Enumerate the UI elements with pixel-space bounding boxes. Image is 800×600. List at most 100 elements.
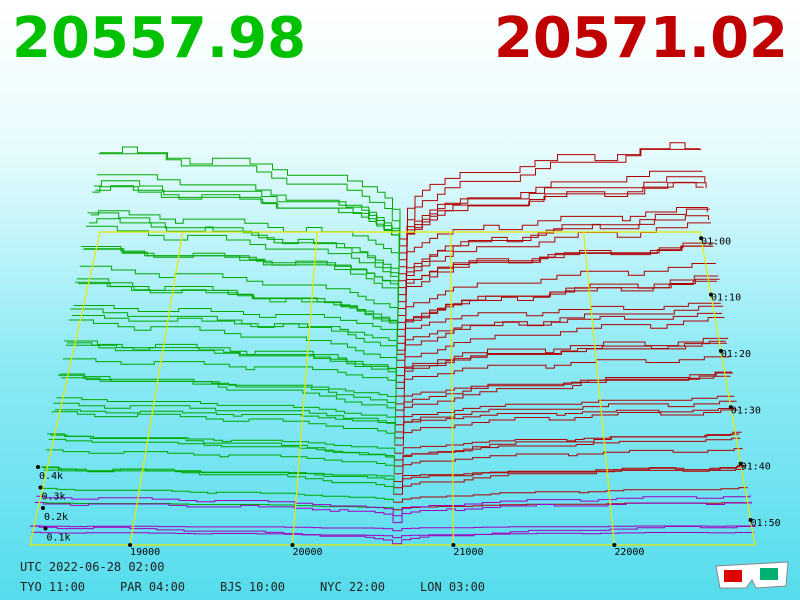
- ask-depth-line: [396, 337, 729, 389]
- price-tick: [612, 543, 617, 547]
- time-tick: [728, 405, 733, 410]
- city-clock: NYC 22:00: [320, 580, 386, 594]
- bid-depth-line: [58, 374, 396, 417]
- ask-depth-line: [399, 181, 704, 254]
- ask-depth-line: [394, 469, 744, 482]
- ask-depth-line: [395, 371, 732, 411]
- ask-depth-line: [395, 372, 733, 418]
- ask-depth-line: [399, 148, 702, 240]
- ask-depth-line: [393, 501, 752, 524]
- ask-depth-line: [397, 263, 716, 323]
- volume-tick-label: 0.2k: [44, 512, 68, 523]
- ask-depth-line: [392, 525, 756, 545]
- bid-depth-line: [47, 433, 395, 467]
- bid-depth-line: [73, 305, 398, 351]
- bid-depth-line: [87, 212, 400, 288]
- ask-depth-line: [393, 465, 747, 495]
- floor-edge: [29, 231, 756, 546]
- ask-depth-line: [394, 431, 742, 467]
- volume-tick-label: 0.3k: [42, 492, 66, 503]
- ask-depth-line: [393, 495, 751, 517]
- ask-depth-line: [400, 142, 700, 233]
- ask-depth-line: [394, 448, 743, 475]
- ask-depth-line: [398, 208, 710, 289]
- ask-depth-line: [399, 207, 708, 275]
- time-tick-label: 01:10: [711, 293, 741, 304]
- price-grid-line: [583, 231, 615, 546]
- bid-depth-line: [92, 186, 400, 267]
- price-tick: [290, 543, 295, 547]
- bid-depth-line: [67, 342, 397, 376]
- bid-depth-line: [34, 502, 394, 523]
- bid-depth-line: [93, 180, 400, 260]
- bid-depth-line: [98, 153, 401, 239]
- price-tick: [451, 543, 456, 547]
- ask-depth-line: [394, 409, 738, 446]
- bid-depth-line: [100, 146, 401, 232]
- time-tick: [738, 461, 743, 466]
- ask-depth-line: [399, 170, 703, 247]
- volume-tick-label: 0.1k: [47, 533, 71, 544]
- bid-depth-line: [96, 174, 401, 246]
- bid-depth-line: [45, 449, 395, 474]
- bid-depth-line: [40, 466, 395, 495]
- ask-depth-line: [398, 242, 715, 316]
- ask-depth-line: [397, 278, 720, 344]
- bid-depth-line: [70, 308, 398, 361]
- bid-depth-line: [68, 319, 398, 368]
- ask-depth-line: [396, 356, 730, 397]
- ask-depth-line: [395, 408, 736, 433]
- bid-depth-line: [31, 531, 394, 538]
- bid-depth-line: [54, 409, 396, 433]
- ask-price: 20571.02: [493, 6, 788, 71]
- bid-depth-line: [59, 373, 397, 411]
- ask-depth-line: [396, 305, 724, 361]
- city-clock: BJS 10:00: [220, 580, 286, 594]
- bid-depth-line: [50, 434, 396, 454]
- utc-time: UTC 2022-06-28 02:00: [20, 560, 165, 574]
- time-tick-label: 01:40: [741, 462, 771, 473]
- ask-depth-line: [392, 532, 755, 539]
- price-grid-line: [291, 231, 318, 546]
- time-tick-label: 01:50: [751, 518, 781, 529]
- price-grid-line: [129, 231, 184, 546]
- bid-depth-line: [51, 411, 396, 446]
- ask-depth-line: [394, 437, 741, 461]
- bid-depth-line: [89, 218, 400, 281]
- ask-depth-line: [395, 395, 735, 426]
- bid-depth-line: [39, 487, 394, 503]
- volume-tick-label: 0.4k: [39, 471, 63, 482]
- ask-depth-line: [397, 312, 722, 355]
- price-tick-label: 20000: [292, 547, 322, 558]
- ask-depth-line: [392, 525, 754, 532]
- ask-depth-line: [399, 182, 707, 268]
- volume-tick: [43, 526, 48, 531]
- city-clock: PAR 04:00: [120, 580, 186, 594]
- bid-depth-line: [65, 344, 397, 383]
- city-clock: TYO 11:00: [20, 580, 86, 594]
- bid-depth-line: [79, 265, 399, 323]
- bid-depth-line: [56, 397, 396, 425]
- bid-depth-line: [82, 248, 399, 309]
- time-tick: [718, 348, 723, 353]
- time-tick-label: 01:30: [731, 405, 761, 416]
- ask-depth-line: [398, 245, 714, 309]
- 3d-glasses-icon[interactable]: [712, 556, 792, 596]
- bid-depth-line: [81, 246, 399, 316]
- bid-price: 20557.98: [12, 6, 307, 71]
- price-tick: [128, 543, 133, 547]
- bid-depth-line: [33, 525, 394, 531]
- ask-depth-line: [396, 342, 727, 383]
- ask-depth-line: [395, 400, 737, 439]
- bid-depth-line: [90, 210, 400, 274]
- price-grid-line: [449, 231, 454, 546]
- volume-tick: [38, 485, 43, 490]
- bid-depth-line: [95, 185, 400, 253]
- ask-depth-line: [399, 176, 706, 261]
- bid-depth-line: [64, 340, 397, 389]
- time-tick: [709, 292, 713, 297]
- price-tick-label: 19000: [130, 547, 160, 558]
- ask-depth-line: [393, 487, 748, 503]
